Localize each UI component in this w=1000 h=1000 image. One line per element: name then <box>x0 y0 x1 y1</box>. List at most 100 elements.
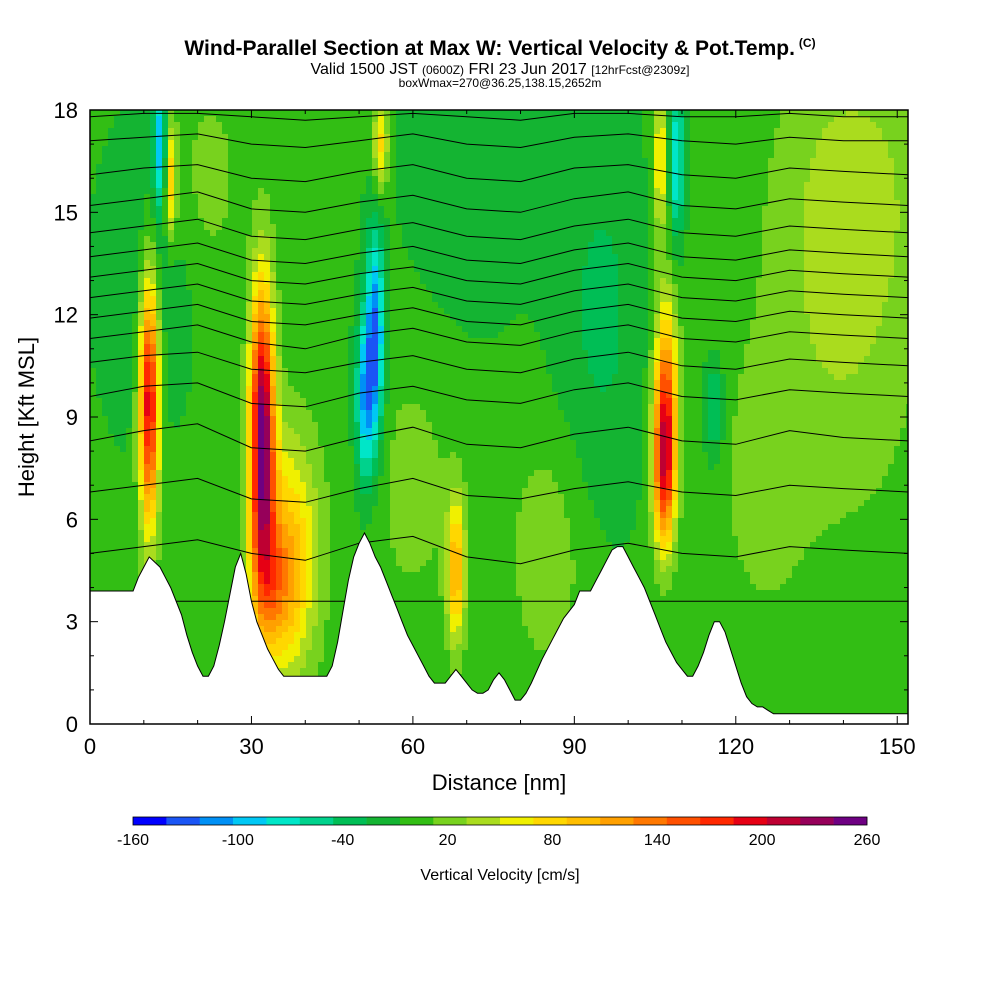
velocity-cell <box>618 296 625 303</box>
velocity-cell <box>702 146 709 153</box>
velocity-cell <box>786 278 793 285</box>
velocity-cell <box>342 170 349 177</box>
velocity-cell <box>762 176 769 183</box>
velocity-cell <box>702 152 709 159</box>
velocity-cell <box>642 122 649 129</box>
velocity-cell <box>384 206 391 213</box>
velocity-cell <box>306 194 313 201</box>
velocity-cell <box>726 110 733 117</box>
velocity-cell <box>600 278 607 285</box>
velocity-cell <box>756 134 763 141</box>
velocity-cell <box>126 134 133 141</box>
velocity-cell <box>390 218 397 225</box>
velocity-cell <box>396 158 403 165</box>
velocity-cell <box>648 314 655 321</box>
velocity-cell <box>840 302 847 309</box>
velocity-cell <box>318 296 325 303</box>
velocity-cell <box>258 242 265 249</box>
velocity-cell <box>504 242 511 249</box>
velocity-cell <box>642 194 649 201</box>
velocity-cell <box>318 218 325 225</box>
velocity-cell <box>576 218 583 225</box>
velocity-cell <box>732 176 739 183</box>
velocity-cell <box>840 188 847 195</box>
velocity-cell <box>882 260 889 267</box>
velocity-cell <box>234 326 241 333</box>
velocity-cell <box>264 320 271 327</box>
velocity-cell <box>360 194 367 201</box>
velocity-cell <box>114 182 121 189</box>
velocity-cell <box>702 212 709 219</box>
velocity-cell <box>474 218 481 225</box>
velocity-cell <box>600 188 607 195</box>
velocity-cell <box>600 206 607 213</box>
velocity-cell <box>714 134 721 141</box>
velocity-cell <box>660 302 667 309</box>
velocity-cell <box>738 218 745 225</box>
velocity-cell <box>540 230 547 237</box>
velocity-cell <box>636 188 643 195</box>
velocity-cell <box>144 152 151 159</box>
velocity-cell <box>708 200 715 207</box>
velocity-cell <box>780 146 787 153</box>
velocity-cell <box>432 236 439 243</box>
velocity-cell <box>618 164 625 171</box>
velocity-cell <box>408 128 415 135</box>
velocity-cell <box>810 290 817 297</box>
velocity-cell <box>666 122 673 129</box>
velocity-cell <box>684 122 691 129</box>
velocity-cell <box>480 272 487 279</box>
velocity-cell <box>666 110 673 117</box>
velocity-cell <box>120 278 127 285</box>
velocity-cell <box>252 200 259 207</box>
velocity-cell <box>882 320 889 327</box>
velocity-cell <box>102 224 109 231</box>
velocity-cell <box>162 116 169 123</box>
velocity-cell <box>504 302 511 309</box>
velocity-cell <box>426 248 433 255</box>
velocity-cell <box>774 272 781 279</box>
velocity-cell <box>582 152 589 159</box>
velocity-cell <box>270 128 277 135</box>
velocity-cell <box>582 176 589 183</box>
velocity-cell <box>846 212 853 219</box>
velocity-cell <box>576 146 583 153</box>
velocity-cell <box>138 164 145 171</box>
velocity-cell <box>654 188 661 195</box>
velocity-cell <box>894 134 901 141</box>
velocity-cell <box>492 122 499 129</box>
velocity-cell <box>162 314 169 321</box>
velocity-cell <box>534 296 541 303</box>
velocity-cell <box>318 194 325 201</box>
velocity-cell <box>222 248 229 255</box>
velocity-cell <box>444 110 451 117</box>
velocity-cell <box>372 158 379 165</box>
velocity-cell <box>210 146 217 153</box>
velocity-cell <box>264 230 271 237</box>
velocity-cell <box>786 116 793 123</box>
velocity-cell <box>660 236 667 243</box>
velocity-cell <box>150 236 157 243</box>
velocity-cell <box>150 272 157 279</box>
velocity-cell <box>336 170 343 177</box>
velocity-cell <box>330 116 337 123</box>
velocity-cell <box>216 128 223 135</box>
velocity-cell <box>204 230 211 237</box>
velocity-cell <box>852 320 859 327</box>
velocity-cell <box>576 278 583 285</box>
velocity-cell <box>624 242 631 249</box>
velocity-cell <box>468 116 475 123</box>
velocity-cell <box>414 308 421 315</box>
velocity-cell <box>612 248 619 255</box>
velocity-cell <box>378 182 385 189</box>
velocity-cell <box>246 236 253 243</box>
velocity-cell <box>750 260 757 267</box>
velocity-cell <box>324 152 331 159</box>
velocity-cell <box>324 302 331 309</box>
velocity-cell <box>276 170 283 177</box>
velocity-cell <box>342 242 349 249</box>
velocity-cell <box>582 170 589 177</box>
velocity-cell <box>156 140 163 147</box>
velocity-cell <box>384 278 391 285</box>
velocity-cell <box>618 206 625 213</box>
